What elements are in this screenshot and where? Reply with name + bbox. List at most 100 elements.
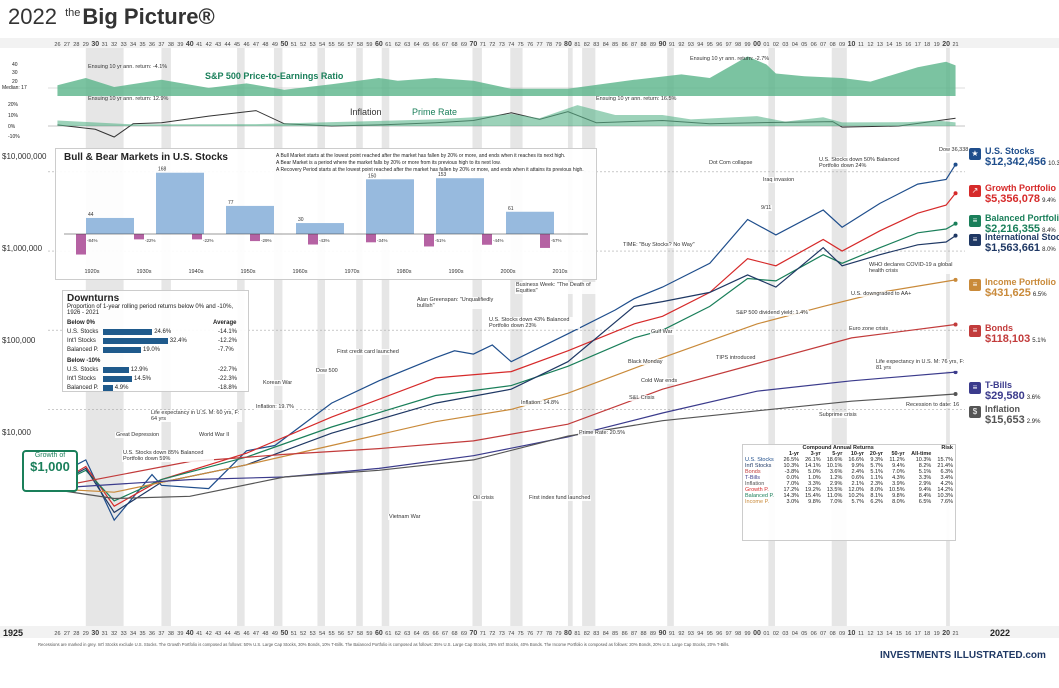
recession-band (582, 40, 596, 630)
year-tick-top: 55 (329, 42, 335, 48)
annotation: Cold War ends (640, 378, 679, 384)
returns-cell: 10.2% (848, 493, 865, 499)
downturns-below0-bar (103, 338, 168, 344)
returns-cell: 5.1% (870, 469, 883, 475)
returns-cell: 2.9% (829, 481, 843, 487)
pe-tick-30: 30 (12, 70, 18, 76)
returns-col-header: 10-yr (850, 451, 865, 457)
bull-bar-label: 44 (88, 212, 94, 218)
legend-value-row: $1,563,661 8.0% (985, 242, 1059, 254)
legend-pct: 8.0% (1042, 247, 1056, 253)
returns-cell: 15.4% (805, 493, 821, 499)
bear-bar-label: -84% (87, 238, 98, 243)
year-tick-bottom: 54 (319, 631, 325, 637)
year-tick-bottom: 70 (470, 630, 478, 637)
returns-risk-cell: 10.3% (937, 493, 953, 499)
returns-row-name: T-Bills (745, 475, 760, 481)
bull-bar-label: 77 (228, 200, 234, 206)
y-label-10k: $10,000 (2, 428, 31, 437)
downturns-below0-label: Below 0% (67, 320, 96, 326)
year-tick-top: 40 (186, 41, 194, 48)
legend-value-row: $15,653 2.9% (985, 414, 1040, 426)
year-tick-bottom: 29 (83, 631, 89, 637)
year-tick-bottom: 06 (811, 631, 817, 637)
legend-pct: 10.3% (1048, 161, 1059, 167)
recession-band (381, 40, 390, 630)
legend-name: Balanced Portfolio (985, 213, 1059, 223)
y-label-1m: $1,000,000 (2, 244, 43, 253)
year-strip-top (0, 38, 1059, 48)
year-tick-bottom: 36 (149, 631, 155, 637)
year-tick-bottom: 48 (262, 631, 268, 637)
year-tick-top: 51 (291, 42, 297, 48)
recession-band (946, 40, 950, 630)
annotation: S&L Crisis (628, 395, 656, 401)
title-main: Big Picture® (82, 4, 215, 29)
year-tick-bottom: 91 (669, 631, 675, 637)
legend-value-row: $431,625 6.5% (985, 287, 1056, 299)
year-tick-bottom: 95 (707, 631, 713, 637)
legend-item: ≡ Balanced Portfolio $2,216,355 8.4% (969, 213, 1059, 235)
downturns-below0-pct: 32.4% (169, 338, 187, 344)
returns-cell: 19.2% (805, 487, 821, 493)
year-tick-top: 83 (593, 42, 599, 48)
returns-risk-cell: 14.2% (937, 487, 953, 493)
legend-icon: ≡ (969, 382, 981, 394)
end-year: 2022 (990, 628, 1011, 638)
year-tick-top: 09 (839, 42, 845, 48)
bear-bar (76, 234, 86, 255)
legend-value: $29,580 (985, 390, 1025, 402)
year-tick-bottom: 34 (130, 631, 136, 637)
bull-bear-panel: Bull & Bear Markets in U.S. Stocks A Bul… (55, 148, 597, 280)
returns-risk-cell: 21.4% (937, 463, 953, 469)
downturns-subtitle: Proportion of 1-year rolling period retu… (67, 304, 234, 316)
year-tick-bottom: 33 (121, 631, 127, 637)
returns-cell: 5.7% (870, 463, 883, 469)
year-tick-top: 26 (54, 42, 60, 48)
year-tick-bottom: 08 (830, 631, 836, 637)
returns-row-name: Balanced P. (745, 493, 774, 499)
bull-bear-legend: A Bull Market starts at the lowest point… (276, 153, 596, 174)
year-tick-top: 58 (357, 42, 363, 48)
returns-row-name: U.S. Stocks (745, 457, 774, 463)
recession-band (831, 40, 847, 630)
year-tick-bottom: 37 (158, 631, 164, 637)
returns-cell: 2.9% (918, 481, 932, 487)
returns-cell: 10.3% (915, 457, 932, 463)
year-tick-top: 13 (877, 42, 883, 48)
returns-cell: 2.1% (851, 481, 865, 487)
series-end-point (953, 322, 958, 327)
recession-band (510, 40, 523, 630)
y-label-100k: $100,000 (2, 336, 36, 345)
year-tick-bottom: 50 (280, 630, 288, 637)
returns-cell: 5.1% (918, 469, 932, 475)
downturns-below0-pct: 24.6% (154, 329, 172, 335)
year-tick-bottom: 65 (423, 631, 429, 637)
legend-name: U.S. Stocks (985, 146, 1035, 156)
year-tick-bottom: 62 (395, 631, 401, 637)
annotation: WHO declares COVID-19 a global health cr… (868, 262, 960, 274)
year-tick-top: 99 (745, 42, 751, 48)
returns-cell: 26.1% (805, 457, 821, 463)
growth-line1: Growth of (34, 452, 66, 459)
returns-row-name: Bonds (745, 469, 761, 475)
year-tick-bottom: 84 (603, 631, 609, 637)
bull-bar (366, 179, 414, 234)
annotation: Oil crisis (472, 495, 495, 501)
year-tick-top: 65 (423, 42, 429, 48)
legend-name: Bonds (985, 323, 1013, 333)
legend-icon: ↗ (969, 185, 981, 197)
bull-bar-label: 61 (508, 206, 514, 212)
returns-cell: 14.3% (783, 493, 800, 499)
bull-bar (436, 178, 484, 234)
year-tick-bottom: 53 (310, 631, 316, 637)
returns-cell: 16.6% (848, 457, 865, 463)
series-line-growth-portfolio (47, 192, 956, 507)
returns-cell: 12.0% (848, 487, 865, 493)
year-tick-top: 74 (508, 42, 514, 48)
year-tick-top: 08 (830, 42, 836, 48)
growth-box: Growth of $1,000 (22, 450, 78, 492)
year-tick-top: 61 (385, 42, 391, 48)
legend-value-row: $29,580 3.6% (985, 390, 1040, 402)
footnote: Recessions are marked in grey. Int'l Sto… (38, 642, 730, 647)
